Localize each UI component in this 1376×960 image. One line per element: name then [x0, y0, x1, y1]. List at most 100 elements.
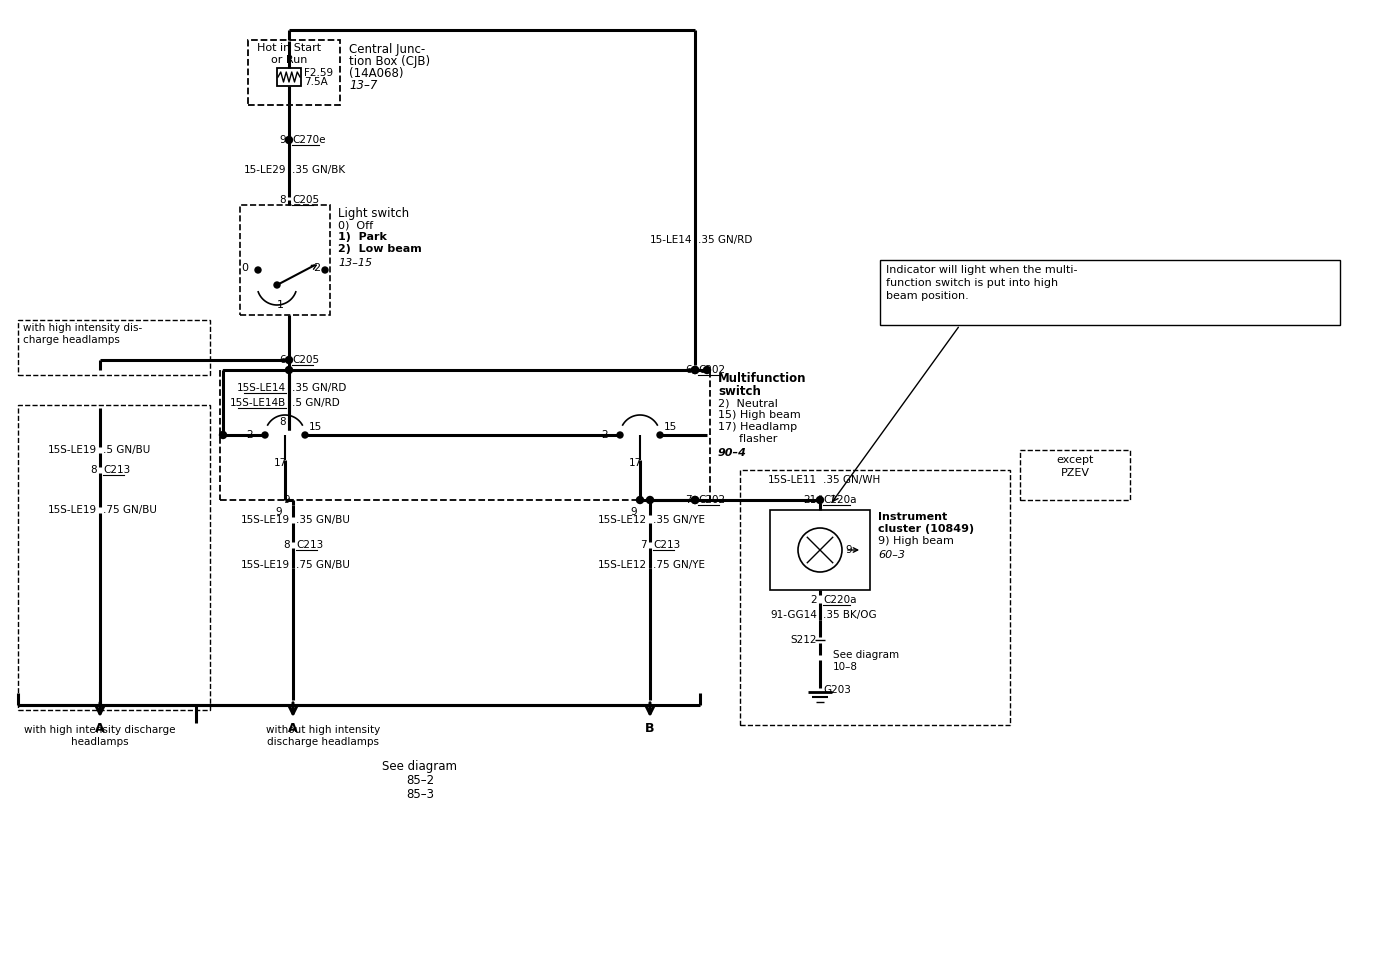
Text: 6: 6 [279, 355, 286, 365]
Text: 7.5A: 7.5A [304, 77, 327, 87]
Text: 8: 8 [279, 195, 286, 205]
Circle shape [255, 267, 261, 273]
Text: 2)  Low beam: 2) Low beam [338, 244, 422, 254]
Text: Hot in Start: Hot in Start [257, 43, 321, 53]
Text: Multifunction: Multifunction [718, 372, 806, 385]
Text: 2: 2 [810, 595, 817, 605]
Circle shape [274, 282, 279, 288]
Text: S212: S212 [790, 635, 817, 645]
Text: 60–3: 60–3 [878, 550, 905, 560]
Text: .35 GN/WH: .35 GN/WH [823, 475, 881, 485]
Text: headlamps: headlamps [72, 737, 129, 747]
Text: See diagram: See diagram [832, 650, 899, 660]
Circle shape [285, 136, 293, 143]
Text: 15S-LE12: 15S-LE12 [599, 515, 647, 525]
Text: 15-LE29: 15-LE29 [244, 165, 286, 175]
Bar [248, 40, 340, 105]
Text: 9: 9 [279, 135, 286, 145]
Circle shape [637, 496, 644, 503]
Text: 9) High beam: 9) High beam [878, 536, 954, 546]
Text: C205: C205 [292, 195, 319, 205]
Text: See diagram: See diagram [383, 760, 457, 773]
Text: without high intensity: without high intensity [266, 725, 380, 735]
Text: 90–4: 90–4 [718, 448, 747, 458]
Bar [220, 370, 710, 500]
Text: 15S-LE19: 15S-LE19 [241, 560, 290, 570]
Text: 1: 1 [277, 300, 283, 310]
Circle shape [692, 496, 699, 503]
Text: 15S-LE14: 15S-LE14 [237, 383, 286, 393]
Text: 91-GG14: 91-GG14 [771, 610, 817, 620]
Bar [18, 405, 211, 710]
Text: 15-LE14: 15-LE14 [649, 235, 692, 245]
Text: .5 GN/RD: .5 GN/RD [292, 398, 340, 408]
Text: 8: 8 [283, 540, 290, 550]
Circle shape [261, 432, 268, 438]
Text: 8: 8 [279, 417, 286, 427]
Text: 9: 9 [630, 507, 637, 517]
Text: .35 GN/RD: .35 GN/RD [292, 383, 347, 393]
Text: switch: switch [718, 385, 761, 398]
Text: 13–15: 13–15 [338, 258, 372, 268]
Circle shape [703, 367, 710, 373]
Text: C270e: C270e [292, 135, 326, 145]
Text: F2.59: F2.59 [304, 68, 333, 78]
Text: 10–8: 10–8 [832, 662, 859, 672]
Text: 9: 9 [845, 545, 852, 555]
Circle shape [692, 367, 699, 373]
Bar [239, 205, 330, 315]
Text: 2: 2 [246, 430, 253, 440]
Circle shape [301, 432, 308, 438]
Text: .35 GN/BK: .35 GN/BK [292, 165, 345, 175]
Circle shape [616, 432, 623, 438]
Text: 2: 2 [314, 263, 321, 273]
Text: 17: 17 [629, 458, 641, 468]
Text: 15: 15 [663, 422, 677, 432]
Text: or Run: or Run [271, 55, 307, 65]
Text: function switch is put into high: function switch is put into high [886, 278, 1058, 288]
Text: Light switch: Light switch [338, 207, 409, 220]
Text: C205: C205 [292, 355, 319, 365]
Bar [1020, 450, 1130, 500]
Text: .75 GN/BU: .75 GN/BU [296, 560, 350, 570]
Text: 17: 17 [274, 458, 286, 468]
Text: 15S-LE19: 15S-LE19 [48, 505, 96, 515]
Text: cluster (10849): cluster (10849) [878, 524, 974, 534]
Text: except: except [1057, 455, 1094, 465]
Text: 1)  Park: 1) Park [338, 232, 387, 242]
Circle shape [285, 367, 293, 373]
Text: 15) High beam: 15) High beam [718, 410, 801, 420]
Text: .35 GN/RD: .35 GN/RD [698, 235, 753, 245]
Text: Instrument: Instrument [878, 512, 947, 522]
Text: .75 GN/YE: .75 GN/YE [654, 560, 705, 570]
Text: 7: 7 [640, 540, 647, 550]
Text: flasher: flasher [718, 434, 777, 444]
Text: charge headlamps: charge headlamps [23, 335, 120, 345]
Circle shape [322, 267, 327, 273]
Text: 15S-LE11: 15S-LE11 [768, 475, 817, 485]
Text: C213: C213 [103, 465, 131, 475]
Text: 9: 9 [275, 507, 282, 517]
Text: 13–7: 13–7 [350, 79, 377, 92]
Text: G203: G203 [823, 685, 850, 695]
Text: PZEV: PZEV [1061, 468, 1090, 478]
Text: discharge headlamps: discharge headlamps [267, 737, 378, 747]
Text: 8: 8 [91, 465, 96, 475]
Circle shape [692, 367, 699, 373]
Bar [881, 260, 1340, 325]
Circle shape [647, 496, 654, 503]
Text: .75 GN/BU: .75 GN/BU [103, 505, 157, 515]
Text: 6: 6 [685, 365, 692, 375]
Text: .35 GN/BU: .35 GN/BU [296, 515, 350, 525]
Text: 15S-LE12: 15S-LE12 [599, 560, 647, 570]
Text: C220a: C220a [823, 595, 856, 605]
Circle shape [692, 496, 699, 503]
Text: A: A [288, 722, 297, 735]
Text: 15S-LE14B: 15S-LE14B [230, 398, 286, 408]
Text: .5 GN/BU: .5 GN/BU [103, 445, 150, 455]
Text: 85–3: 85–3 [406, 788, 433, 801]
Text: 15S-LE19: 15S-LE19 [241, 515, 290, 525]
Bar [18, 320, 211, 375]
Text: C213: C213 [654, 540, 680, 550]
Text: A: A [95, 722, 105, 735]
